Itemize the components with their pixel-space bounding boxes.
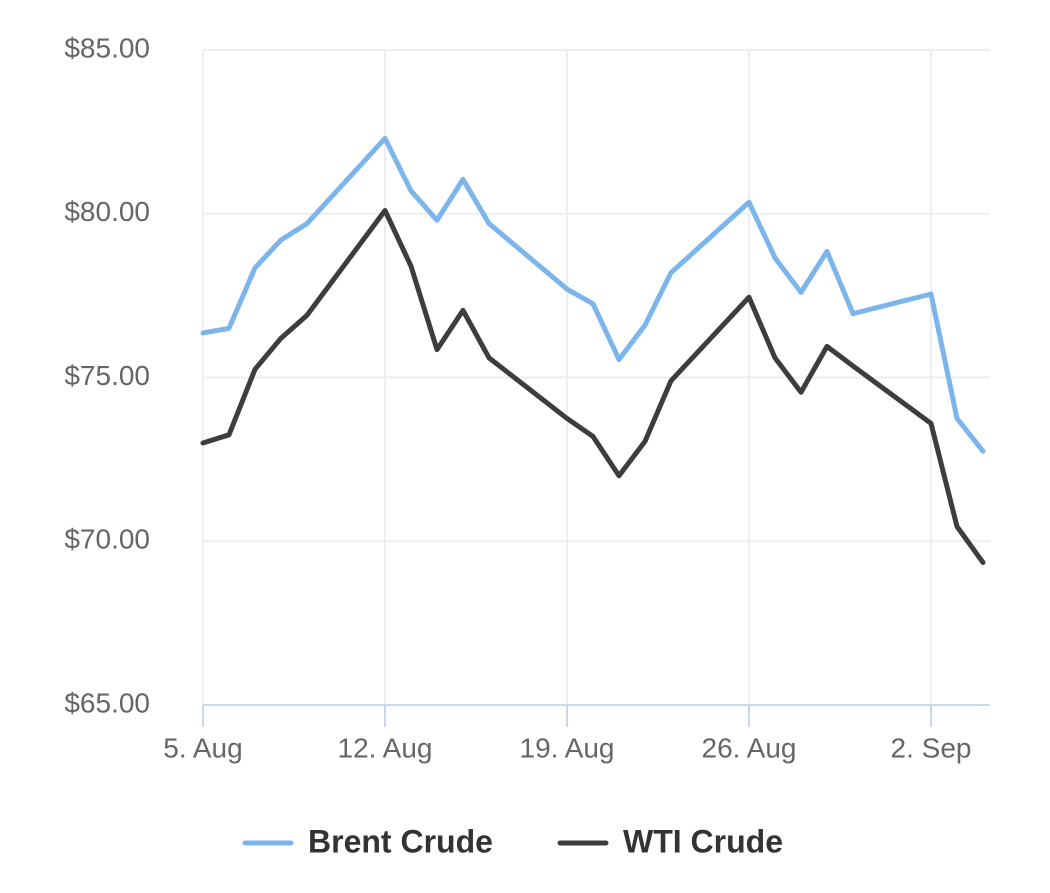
y-tick-label: $80.00	[64, 196, 150, 227]
x-tick-label: 5. Aug	[163, 732, 242, 763]
series-line	[200, 207, 986, 566]
x-tick-label: 19. Aug	[520, 732, 615, 763]
series-line	[200, 135, 986, 454]
x-tick-label: 2. Sep	[891, 732, 972, 763]
legend-label: Brent Crude	[308, 823, 493, 859]
x-tick-label: 26. Aug	[702, 732, 797, 763]
y-tick-label: $70.00	[64, 524, 150, 555]
y-tick-label: $85.00	[64, 32, 150, 63]
y-tick-label: $75.00	[64, 360, 150, 391]
y-tick-label: $65.00	[64, 687, 150, 718]
legend-label: WTI Crude	[623, 823, 783, 859]
x-tick-label: 12. Aug	[338, 732, 433, 763]
